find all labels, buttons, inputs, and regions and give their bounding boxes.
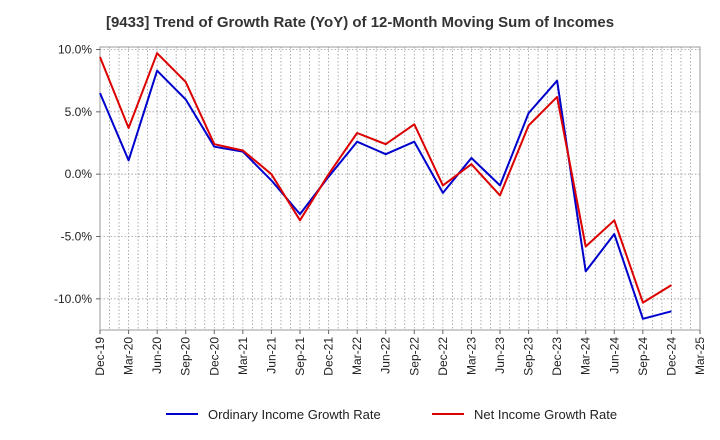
x-tick-label: Dec-21 bbox=[322, 337, 336, 376]
x-tick-label: Jun-20 bbox=[150, 337, 164, 374]
chart-title: [9433] Trend of Growth Rate (YoY) of 12-… bbox=[105, 14, 615, 31]
y-tick-label: 10.0% bbox=[58, 42, 92, 56]
series-line bbox=[99, 69, 672, 320]
y-tick-label: 0.0% bbox=[65, 167, 93, 181]
x-tick-label: Mar-20 bbox=[122, 337, 136, 375]
x-tick-label: Dec-20 bbox=[207, 337, 221, 376]
x-tick-label: Sep-22 bbox=[407, 337, 421, 376]
x-tick-label: Mar-25 bbox=[693, 337, 707, 375]
plot-frame bbox=[99, 46, 701, 331]
x-tick-label: Dec-23 bbox=[550, 337, 564, 376]
x-tick-label: Mar-21 bbox=[236, 337, 250, 375]
x-tick-label: Jun-22 bbox=[379, 337, 393, 374]
x-tick-label: Dec-22 bbox=[436, 337, 450, 376]
x-tick-label: Mar-23 bbox=[464, 337, 478, 375]
x-tick-label: Jun-21 bbox=[264, 337, 278, 374]
series-layer bbox=[99, 52, 672, 320]
x-tick-label: Jun-24 bbox=[607, 337, 621, 374]
x-tick-label: Dec-24 bbox=[664, 337, 678, 376]
legend: Ordinary Income Growth Rate Net Income Gr… bbox=[166, 407, 617, 422]
legend-label: Net Income Growth Rate bbox=[474, 407, 617, 422]
x-tick-label: Dec-19 bbox=[93, 337, 107, 376]
x-tick-label: Mar-22 bbox=[350, 337, 364, 375]
x-tick-label: Mar-24 bbox=[579, 337, 593, 375]
x-tick-label: Sep-23 bbox=[522, 337, 536, 376]
legend-label: Ordinary Income Growth Rate bbox=[208, 407, 381, 422]
series-line bbox=[99, 52, 672, 304]
y-axis-ticks: 10.0% 5.0% 0.0% -5.0% -10.0% bbox=[54, 42, 100, 306]
x-tick-label: Sep-20 bbox=[179, 337, 193, 376]
x-tick-label: Sep-24 bbox=[636, 337, 650, 376]
y-tick-label: -10.0% bbox=[54, 292, 92, 306]
y-tick-label: -5.0% bbox=[61, 229, 93, 243]
x-axis-ticks: Dec-19 Mar-20 Jun-20 Sep-20 Dec-20 Mar-21 Jun-… bbox=[93, 330, 707, 376]
x-tick-label: Sep-21 bbox=[293, 337, 307, 376]
y-tick-label: 5.0% bbox=[65, 105, 93, 119]
x-tick-label: Jun-23 bbox=[493, 337, 507, 374]
